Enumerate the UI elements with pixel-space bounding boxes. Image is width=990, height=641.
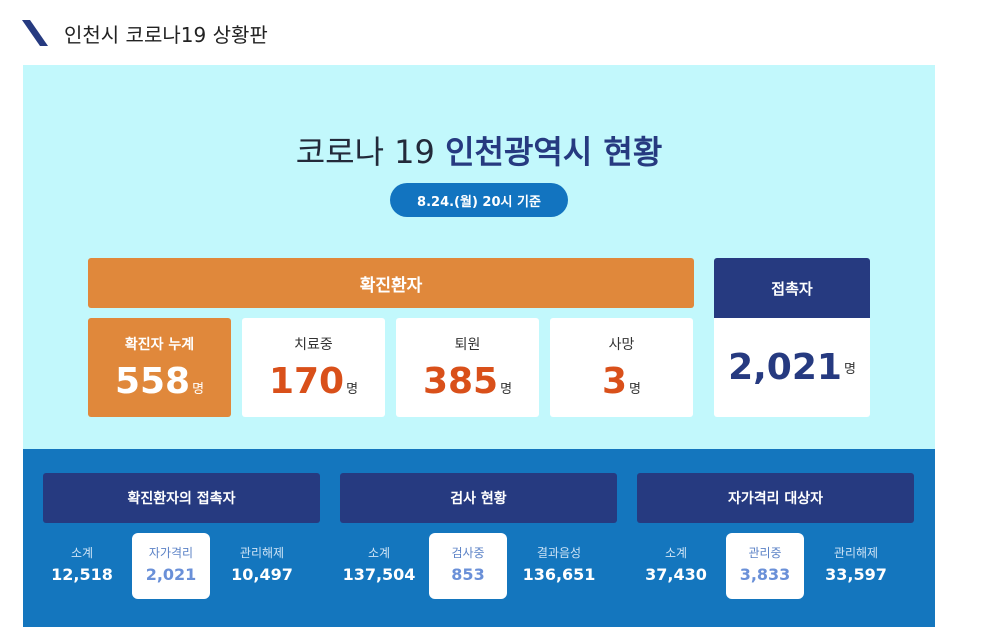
summary-section: 코로나 19 인천광역시 현황 8.24.(월) 20시 기준 확진환자 확진자… [23,65,935,449]
stat-label: 치료중 [294,337,333,353]
panel-row: 소계 137,504 검사중 853 결과음성 136,651 [340,533,617,608]
cell-testing: 검사중 853 [429,533,507,599]
dashboard: 코로나 19 인천광역시 현황 8.24.(월) 20시 기준 확진환자 확진자… [23,65,935,627]
panel-contacts-of-confirmed: 확진환자의 접촉자 소계 12,518 자가격리 2,021 관리해제 10,4… [43,473,320,608]
contacts-unit: 명 [843,362,856,377]
panel-self-quarantine-targets: 자가격리 대상자 소계 37,430 관리중 3,833 관리해제 33,597 [637,473,914,608]
cell-value: 37,430 [645,565,707,584]
cell-value: 12,518 [51,565,113,584]
panel-row: 소계 12,518 자가격리 2,021 관리해제 10,497 [43,533,320,608]
heading-highlight: 인천광역시 현황 [445,133,663,171]
cell-released: 관리해제 10,497 [223,533,301,599]
stat-label: 확진자 누계 [124,337,195,353]
cell-label: 자가격리 [148,546,194,560]
cell-value: 853 [451,565,485,584]
stat-card-total: 확진자 누계 558 명 [88,318,231,417]
contacts-value: 2,021 [728,347,842,388]
panel-testing-status: 검사 현황 소계 137,504 검사중 853 결과음성 136,651 [340,473,617,608]
heading-prefix: 코로나 19 [295,133,446,171]
cell-label: 소계 [367,546,391,560]
main-heading: 코로나 19 인천광역시 현황 [23,127,935,173]
stat-card-discharged: 퇴원 385 명 [396,318,539,417]
cell-subtotal: 소계 37,430 [637,533,715,599]
stat-value: 385 [422,361,499,402]
cell-label: 관리중 [748,546,782,560]
cell-value: 10,497 [231,565,293,584]
cell-value: 3,833 [739,565,791,584]
stat-label: 사망 [608,337,635,353]
cell-subtotal: 소계 137,504 [340,533,418,599]
cell-label: 검사중 [451,546,485,560]
panel-row: 소계 37,430 관리중 3,833 관리해제 33,597 [637,533,914,608]
panel-header: 자가격리 대상자 [637,473,914,523]
cell-managing: 관리중 3,833 [726,533,804,599]
cell-label: 소계 [70,546,94,560]
stat-label: 퇴원 [454,337,481,353]
cell-value: 33,597 [825,565,887,584]
stat-value: 3 [601,361,628,402]
cell-value: 136,651 [522,565,596,584]
stat-card-treating: 치료중 170 명 [242,318,385,417]
panel-header: 검사 현황 [340,473,617,523]
cell-negative: 결과음성 136,651 [520,533,598,599]
stat-unit: 명 [500,382,513,397]
page-title: 인천시 코로나19 상황판 [64,22,268,47]
cell-label: 소계 [664,546,688,560]
stat-value: 170 [268,361,345,402]
cell-label: 관리해제 [833,546,879,560]
confirmed-header: 확진환자 [88,258,694,308]
stat-unit: 명 [629,382,642,397]
cell-label: 결과음성 [536,546,582,560]
page-header: 인천시 코로나19 상황판 [22,16,268,50]
cell-value: 137,504 [342,565,416,584]
panel-header: 확진환자의 접촉자 [43,473,320,523]
cell-label: 관리해제 [239,546,285,560]
cell-released: 관리해제 33,597 [817,533,895,599]
stat-value: 558 [114,361,191,402]
contacts-header: 접촉자 [714,258,870,318]
cell-subtotal: 소계 12,518 [43,533,121,599]
cell-value: 2,021 [145,565,197,584]
slash-logo-icon [22,20,48,46]
cell-self-quarantine: 자가격리 2,021 [132,533,210,599]
stat-unit: 명 [346,382,359,397]
stat-unit: 명 [192,382,205,397]
as-of-badge: 8.24.(월) 20시 기준 [390,183,568,217]
contacts-card: 2,021 명 [714,318,870,417]
